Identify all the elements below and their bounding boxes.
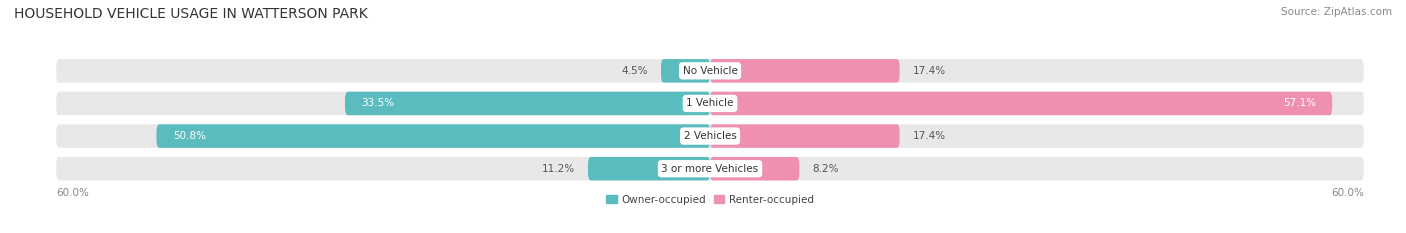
FancyBboxPatch shape [710, 92, 1333, 115]
FancyBboxPatch shape [156, 124, 710, 148]
FancyBboxPatch shape [661, 59, 710, 82]
Text: 17.4%: 17.4% [912, 131, 946, 141]
Text: 33.5%: 33.5% [361, 99, 395, 108]
FancyBboxPatch shape [56, 157, 1364, 180]
FancyBboxPatch shape [710, 59, 900, 82]
Text: 8.2%: 8.2% [813, 164, 839, 174]
FancyBboxPatch shape [56, 92, 1364, 115]
FancyBboxPatch shape [588, 157, 710, 180]
FancyBboxPatch shape [710, 157, 800, 180]
Text: No Vehicle: No Vehicle [682, 66, 738, 76]
Text: 1 Vehicle: 1 Vehicle [686, 99, 734, 108]
FancyBboxPatch shape [710, 124, 900, 148]
FancyBboxPatch shape [56, 124, 1364, 148]
Text: Source: ZipAtlas.com: Source: ZipAtlas.com [1281, 7, 1392, 17]
Text: 60.0%: 60.0% [1331, 188, 1364, 198]
Text: 11.2%: 11.2% [541, 164, 575, 174]
Text: 60.0%: 60.0% [56, 188, 89, 198]
Text: 17.4%: 17.4% [912, 66, 946, 76]
Text: 4.5%: 4.5% [621, 66, 648, 76]
Legend: Owner-occupied, Renter-occupied: Owner-occupied, Renter-occupied [602, 191, 818, 209]
FancyBboxPatch shape [344, 92, 710, 115]
Text: 50.8%: 50.8% [173, 131, 205, 141]
Text: 57.1%: 57.1% [1282, 99, 1316, 108]
Text: HOUSEHOLD VEHICLE USAGE IN WATTERSON PARK: HOUSEHOLD VEHICLE USAGE IN WATTERSON PAR… [14, 7, 368, 21]
Text: 3 or more Vehicles: 3 or more Vehicles [661, 164, 759, 174]
Text: 2 Vehicles: 2 Vehicles [683, 131, 737, 141]
FancyBboxPatch shape [56, 59, 1364, 82]
